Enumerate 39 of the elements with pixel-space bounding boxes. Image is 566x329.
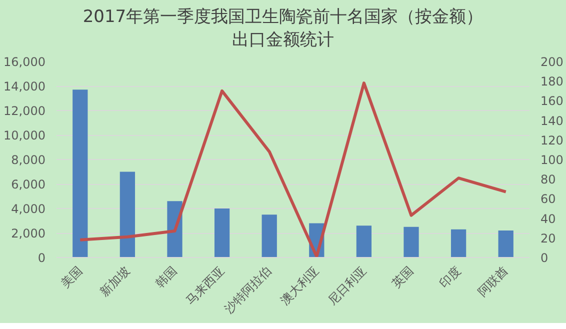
y2-tick-label: 160 (540, 94, 564, 108)
y2-tick-label: 20 (540, 231, 556, 246)
y2-tick-label: 120 (540, 133, 564, 148)
y2-tick-label: 180 (540, 74, 564, 89)
bar (356, 226, 372, 258)
bar (404, 226, 419, 258)
y2-tick-label: 60 (540, 192, 556, 206)
x-tick-label: 韩国 (152, 264, 180, 290)
y-tick-label: 2,000 (11, 226, 46, 240)
line-series (78, 82, 508, 258)
y2-tick-label: 80 (540, 172, 556, 187)
bar (214, 208, 230, 258)
y-tick-label: 4,000 (11, 202, 46, 216)
y-tick-label: 14,000 (4, 80, 46, 94)
x-tick-label: 印度 (436, 264, 464, 290)
x-tick-label: 美国 (58, 264, 86, 290)
bar (498, 230, 514, 258)
y-tick-label: 16,000 (4, 55, 46, 69)
x-tick-label: 新加坡 (97, 264, 132, 299)
y-tick-label: 12,000 (4, 104, 46, 118)
x-tick-label: 阿联酋 (475, 264, 511, 299)
x-tick-label: 澳大利亚 (278, 264, 322, 308)
y-tick-label: 0 (38, 251, 46, 265)
y2-tick-label: 140 (540, 114, 564, 128)
x-tick-label: 英国 (389, 264, 416, 290)
y2-tick-label: 40 (540, 212, 556, 226)
x-tick-label: 马来西亚 (183, 264, 227, 308)
y-tick-label: 8,000 (11, 153, 46, 167)
chart-title: 2017年第一季度我国卫生陶瓷前十名国家（按金额）出口金额统计 (82, 6, 484, 52)
y2-tick-label: 200 (540, 55, 564, 69)
y2-tick-label: 100 (540, 153, 564, 167)
y-tick-label: 6,000 (11, 178, 46, 192)
y-tick-label: 10,000 (4, 128, 46, 142)
x-tick-label: 尼日利亚 (325, 264, 369, 308)
y2-tick-label: 0 (540, 251, 548, 265)
bar (120, 172, 136, 258)
bar (450, 229, 466, 258)
bar (262, 214, 277, 258)
bar (72, 90, 88, 258)
